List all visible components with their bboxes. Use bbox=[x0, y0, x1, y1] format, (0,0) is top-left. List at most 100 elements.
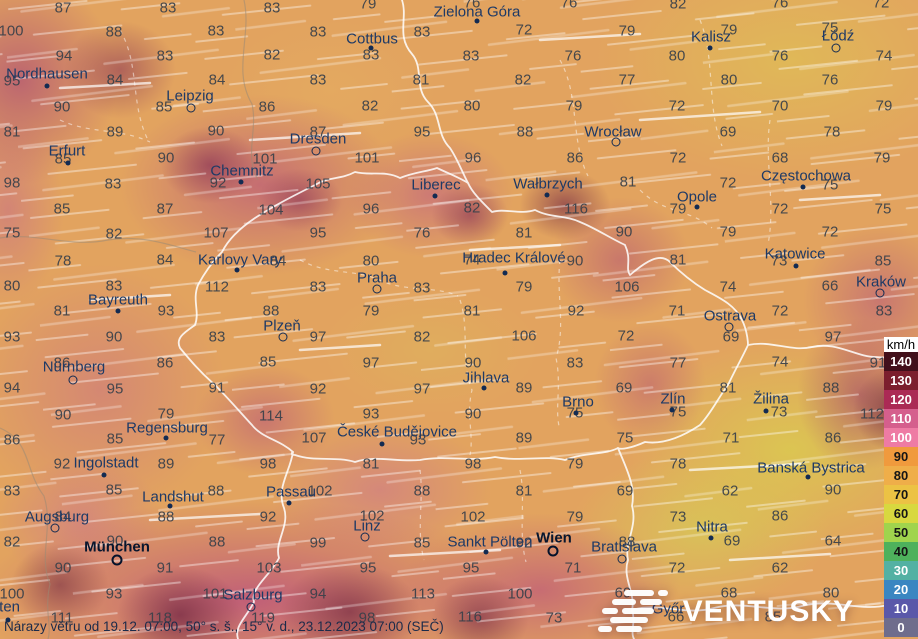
wind-gust-value: 85 bbox=[764, 608, 782, 626]
city-marker[interactable] bbox=[763, 408, 769, 414]
city-marker[interactable] bbox=[5, 617, 11, 623]
city-marker[interactable] bbox=[167, 503, 173, 509]
city-marker[interactable] bbox=[163, 435, 169, 441]
city-marker[interactable] bbox=[483, 549, 489, 555]
city-label[interactable]: Linz bbox=[353, 517, 381, 535]
city-label[interactable]: Bratislava bbox=[591, 538, 657, 556]
city-label[interactable]: Nordhausen bbox=[6, 65, 88, 83]
city-marker[interactable] bbox=[44, 83, 50, 89]
wind-gust-value: 88 bbox=[822, 379, 840, 397]
city-label[interactable]: Kraków bbox=[855, 273, 907, 291]
wind-gust-value: 81 bbox=[719, 379, 737, 397]
city-label[interactable]: Sankt Pölten bbox=[447, 533, 533, 551]
city-label[interactable]: Bayreuth bbox=[87, 291, 149, 309]
city-label[interactable]: München bbox=[84, 538, 150, 556]
city-marker[interactable] bbox=[617, 554, 627, 564]
city-label[interactable]: Wrocław bbox=[584, 123, 642, 141]
city-label[interactable]: Karlovy Vary bbox=[198, 251, 282, 269]
city-marker[interactable] bbox=[831, 43, 841, 53]
city-label[interactable]: Brno bbox=[562, 393, 594, 411]
city-marker[interactable] bbox=[573, 410, 579, 416]
city-marker[interactable] bbox=[708, 535, 714, 541]
city-marker[interactable] bbox=[286, 500, 292, 506]
city-label[interactable]: Katowice bbox=[764, 245, 826, 263]
city-marker[interactable] bbox=[246, 602, 256, 612]
city-marker[interactable] bbox=[432, 193, 438, 199]
city-marker[interactable] bbox=[234, 267, 240, 273]
wind-gust-value: 72 bbox=[515, 21, 533, 39]
wind-gust-value: 100 bbox=[507, 585, 533, 603]
wind-gust-value: 93 bbox=[157, 302, 175, 320]
city-label[interactable]: Łódź bbox=[821, 27, 855, 45]
city-marker[interactable] bbox=[724, 322, 734, 332]
city-marker[interactable] bbox=[379, 441, 385, 447]
city-marker[interactable] bbox=[278, 332, 288, 342]
city-marker[interactable] bbox=[68, 375, 78, 385]
wind-gust-value: 86 bbox=[156, 354, 174, 372]
city-label[interactable]: Nitra bbox=[696, 518, 728, 536]
city-label[interactable]: Kalisz bbox=[690, 28, 732, 46]
city-marker[interactable] bbox=[875, 288, 885, 298]
city-marker[interactable] bbox=[368, 45, 374, 51]
city-label[interactable]: Salzburg bbox=[223, 586, 283, 604]
city-label[interactable]: Győr bbox=[651, 600, 685, 618]
wind-gust-value: 72 bbox=[771, 302, 789, 320]
wind-gust-value: 86 bbox=[566, 149, 584, 167]
city-marker[interactable] bbox=[311, 146, 321, 156]
city-marker[interactable] bbox=[694, 204, 700, 210]
city-label[interactable]: Zlín bbox=[660, 390, 686, 408]
city-label[interactable]: Erfurt bbox=[48, 142, 86, 160]
city-label[interactable]: Chemnitz bbox=[210, 162, 274, 180]
city-marker[interactable] bbox=[502, 270, 508, 276]
wind-gust-value: 89 bbox=[157, 455, 175, 473]
city-label[interactable]: Landshut bbox=[142, 488, 204, 506]
city-marker[interactable] bbox=[186, 103, 196, 113]
city-label[interactable]: Leipzig bbox=[166, 87, 214, 105]
city-label[interactable]: Ingolstadt bbox=[73, 454, 139, 472]
city-label[interactable]: Plzeň bbox=[263, 317, 301, 335]
ventusky-logo[interactable]: VENTUSKY bbox=[597, 590, 854, 634]
city-label[interactable]: Jihlava bbox=[462, 369, 510, 387]
city-label[interactable]: Hradec Králové bbox=[462, 249, 566, 267]
city-label[interactable]: Regensburg bbox=[126, 419, 208, 437]
city-marker[interactable] bbox=[372, 284, 382, 294]
city-label[interactable]: Opole bbox=[676, 188, 718, 206]
city-label[interactable]: Częstochowa bbox=[760, 167, 852, 185]
city-marker[interactable] bbox=[611, 137, 621, 147]
city-label[interactable]: Wien bbox=[536, 529, 572, 547]
wind-gust-value: 76 bbox=[560, 0, 578, 12]
city-label[interactable]: Wałbrzych bbox=[513, 175, 583, 193]
city-marker[interactable] bbox=[707, 45, 713, 51]
city-label[interactable]: Žilina bbox=[753, 390, 789, 408]
city-marker[interactable] bbox=[805, 474, 811, 480]
city-label[interactable]: České Budějovice bbox=[336, 423, 458, 441]
wind-gust-value: 89 bbox=[515, 379, 533, 397]
city-marker[interactable] bbox=[547, 545, 559, 557]
city-label[interactable]: Dresden bbox=[289, 130, 347, 148]
city-marker[interactable] bbox=[474, 18, 480, 24]
city-label[interactable]: Praha bbox=[356, 269, 398, 287]
city-marker[interactable] bbox=[111, 554, 123, 566]
city-label[interactable]: Cottbus bbox=[346, 30, 398, 48]
wind-gust-value: 97 bbox=[824, 328, 842, 346]
city-label[interactable]: Ostrava bbox=[703, 307, 757, 325]
city-marker[interactable] bbox=[101, 472, 107, 478]
city-marker[interactable] bbox=[793, 263, 799, 269]
city-label[interactable]: Liberec bbox=[411, 176, 461, 194]
city-marker[interactable] bbox=[360, 532, 370, 542]
city-marker[interactable] bbox=[481, 385, 487, 391]
city-label[interactable]: Banská Bystrica bbox=[757, 459, 865, 477]
city-label[interactable]: Kempten bbox=[0, 598, 21, 616]
city-marker[interactable] bbox=[669, 407, 675, 413]
city-marker[interactable] bbox=[544, 192, 550, 198]
city-marker[interactable] bbox=[238, 179, 244, 185]
city-label[interactable]: Zielona Góra bbox=[433, 3, 521, 21]
city-label[interactable]: Passau bbox=[265, 483, 317, 501]
city-marker[interactable] bbox=[50, 523, 60, 533]
city-label[interactable]: Augsburg bbox=[24, 508, 90, 526]
city-label[interactable]: Nürnberg bbox=[42, 358, 106, 376]
city-marker[interactable] bbox=[115, 308, 121, 314]
city-marker[interactable] bbox=[800, 184, 806, 190]
city-marker[interactable] bbox=[65, 160, 71, 166]
wind-gust-value: 99 bbox=[309, 534, 327, 552]
